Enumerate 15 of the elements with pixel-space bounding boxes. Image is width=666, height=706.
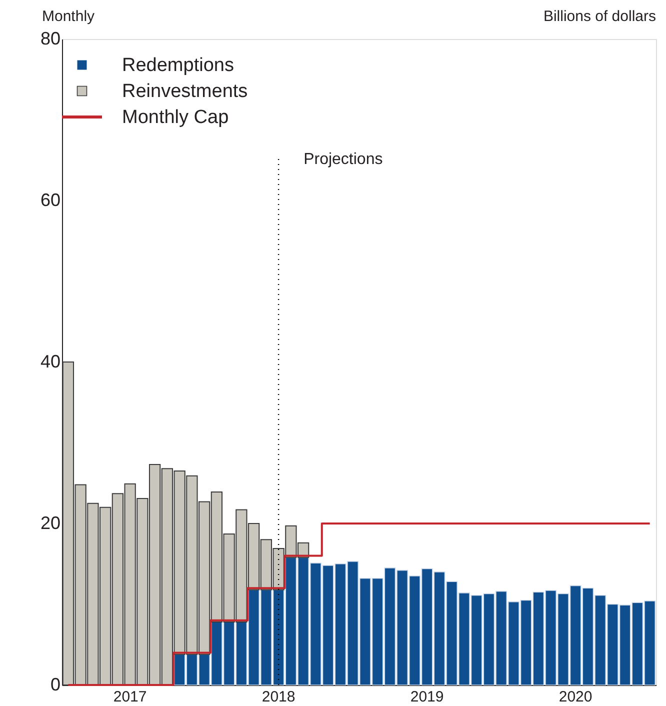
- y-axis-title: Billions of dollars: [543, 8, 656, 25]
- x-tick-label: 2018: [262, 688, 296, 706]
- chart-subtitle: Monthly: [42, 8, 96, 25]
- x-tick-label: 2017: [113, 688, 147, 706]
- legend-label: Monthly Cap: [122, 107, 229, 128]
- y-tick-label: 20: [40, 513, 60, 533]
- ref-line-label: Projections: [304, 151, 383, 168]
- y-tick-label: 40: [40, 352, 60, 372]
- x-tick-label: 2020: [558, 688, 592, 706]
- legend-label: Reinvestments: [122, 81, 248, 102]
- legend-label: Redemptions: [122, 55, 234, 76]
- x-tick-label: 2019: [410, 688, 444, 706]
- y-tick-label: 0: [50, 674, 60, 694]
- y-tick-label: 60: [40, 190, 60, 210]
- y-tick-label: 80: [40, 28, 60, 48]
